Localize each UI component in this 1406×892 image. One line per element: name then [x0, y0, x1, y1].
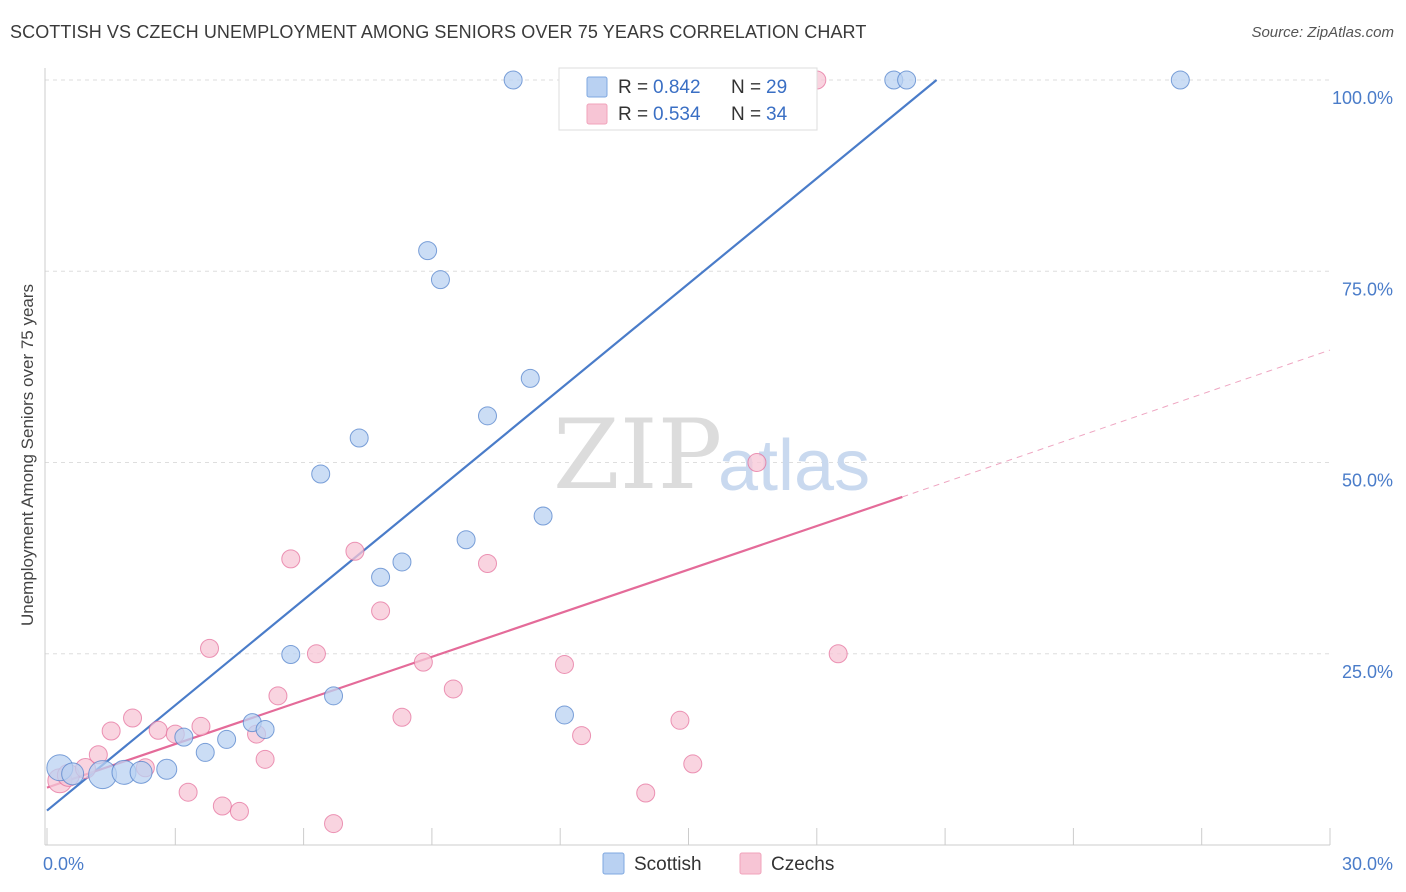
point-czechs-29: [670, 710, 690, 730]
legend: R = 0.842 N = 29 R = 0.534 N = 34: [558, 67, 818, 131]
point-scottish-7: [195, 742, 215, 762]
point-scottish-12: [311, 464, 331, 484]
trend-line-scottish: [46, 79, 938, 812]
legend-r-value-scottish: 0.842: [653, 77, 701, 98]
point-scottish-22: [520, 368, 540, 388]
point-czechs-15: [255, 749, 275, 769]
point-scottish-1: [61, 762, 85, 786]
point-scottish-13: [324, 686, 344, 706]
legend-n-value-scottish: 29: [766, 77, 787, 98]
point-czechs-10: [191, 716, 211, 736]
point-czechs-27: [572, 726, 592, 746]
point-scottish-28: [1170, 70, 1190, 90]
point-scottish-17: [418, 241, 438, 261]
point-czechs-24: [443, 679, 463, 699]
x-tick-label-0: 0.0%: [43, 854, 84, 874]
source-credit: Source: ZipAtlas.com: [1251, 24, 1394, 41]
point-scottish-16: [392, 552, 412, 572]
legend-swatch-scottish: [586, 76, 608, 98]
point-czechs-12: [212, 796, 232, 816]
legend-r-value-czechs: 0.534: [653, 104, 701, 125]
point-scottish-20: [477, 406, 497, 426]
point-czechs-21: [371, 601, 391, 621]
point-czechs-25: [477, 553, 497, 573]
point-czechs-11: [200, 638, 220, 658]
point-scottish-23: [533, 506, 553, 526]
point-czechs-26: [554, 654, 574, 674]
bottom-legend-label-scottish: Scottish: [634, 854, 702, 875]
y-tick-label-3: 100.0%: [1332, 88, 1393, 108]
watermark-atlas: atlas: [718, 426, 870, 506]
point-czechs-28: [636, 783, 656, 803]
point-czechs-17: [281, 549, 301, 569]
point-scottish-27: [897, 70, 917, 90]
point-czechs-5: [123, 708, 143, 728]
point-czechs-19: [324, 814, 344, 834]
point-czechs-20: [345, 541, 365, 561]
point-scottish-24: [554, 705, 574, 725]
point-scottish-6: [174, 727, 194, 747]
legend-n-label-czechs: N =: [731, 104, 761, 125]
point-scottish-14: [349, 428, 369, 448]
y-tick-label-0: 25.0%: [1342, 662, 1393, 682]
y-tick-label-2: 75.0%: [1342, 279, 1393, 299]
legend-r-label-scottish: R =: [618, 77, 648, 98]
point-czechs-9: [178, 782, 198, 802]
point-czechs-13: [229, 801, 249, 821]
point-czechs-4: [101, 721, 121, 741]
legend-swatch-czechs: [586, 103, 608, 125]
legend-r-label-czechs: R =: [618, 104, 648, 125]
point-czechs-23: [413, 652, 433, 672]
point-czechs-7: [148, 720, 168, 740]
tick-labels: 25.0% 50.0% 75.0% 100.0% 0.0% 30.0%: [43, 88, 1393, 874]
point-scottish-10: [255, 719, 275, 739]
y-tick-label-1: 50.0%: [1342, 471, 1393, 491]
point-scottish-18: [430, 270, 450, 290]
point-czechs-30: [683, 754, 703, 774]
bottom-legend-label-czechs: Czechs: [771, 854, 834, 875]
bottom-legend: Scottish Czechs: [602, 852, 834, 875]
point-scottish-15: [371, 567, 391, 587]
point-scottish-11: [281, 645, 301, 665]
point-czechs-18: [306, 644, 326, 664]
bottom-legend-swatch-scottish: [602, 852, 625, 875]
trend-extension-czechs: [902, 349, 1331, 498]
axes: [44, 68, 1331, 846]
legend-n-label-scottish: N =: [731, 77, 761, 98]
point-scottish-19: [456, 530, 476, 550]
chart-title: SCOTTISH VS CZECH UNEMPLOYMENT AMONG SEN…: [10, 22, 867, 42]
x-tick-label-1: 30.0%: [1342, 854, 1393, 874]
watermark: ZIP atlas: [553, 399, 870, 511]
point-czechs-16: [268, 686, 288, 706]
point-scottish-8: [217, 729, 237, 749]
point-scottish-21: [503, 70, 523, 90]
point-czechs-31: [747, 453, 767, 472]
y-axis-title: Unemployment Among Seniors over 75 years: [18, 284, 37, 626]
legend-n-value-czechs: 34: [766, 104, 788, 125]
point-czechs-33: [828, 644, 848, 664]
watermark-zip: ZIP: [553, 399, 722, 511]
point-scottish-5: [156, 758, 178, 780]
point-scottish-4: [129, 760, 153, 784]
bottom-legend-swatch-czechs: [739, 852, 762, 875]
point-czechs-22: [392, 707, 412, 727]
grid-lines: [45, 79, 1330, 655]
